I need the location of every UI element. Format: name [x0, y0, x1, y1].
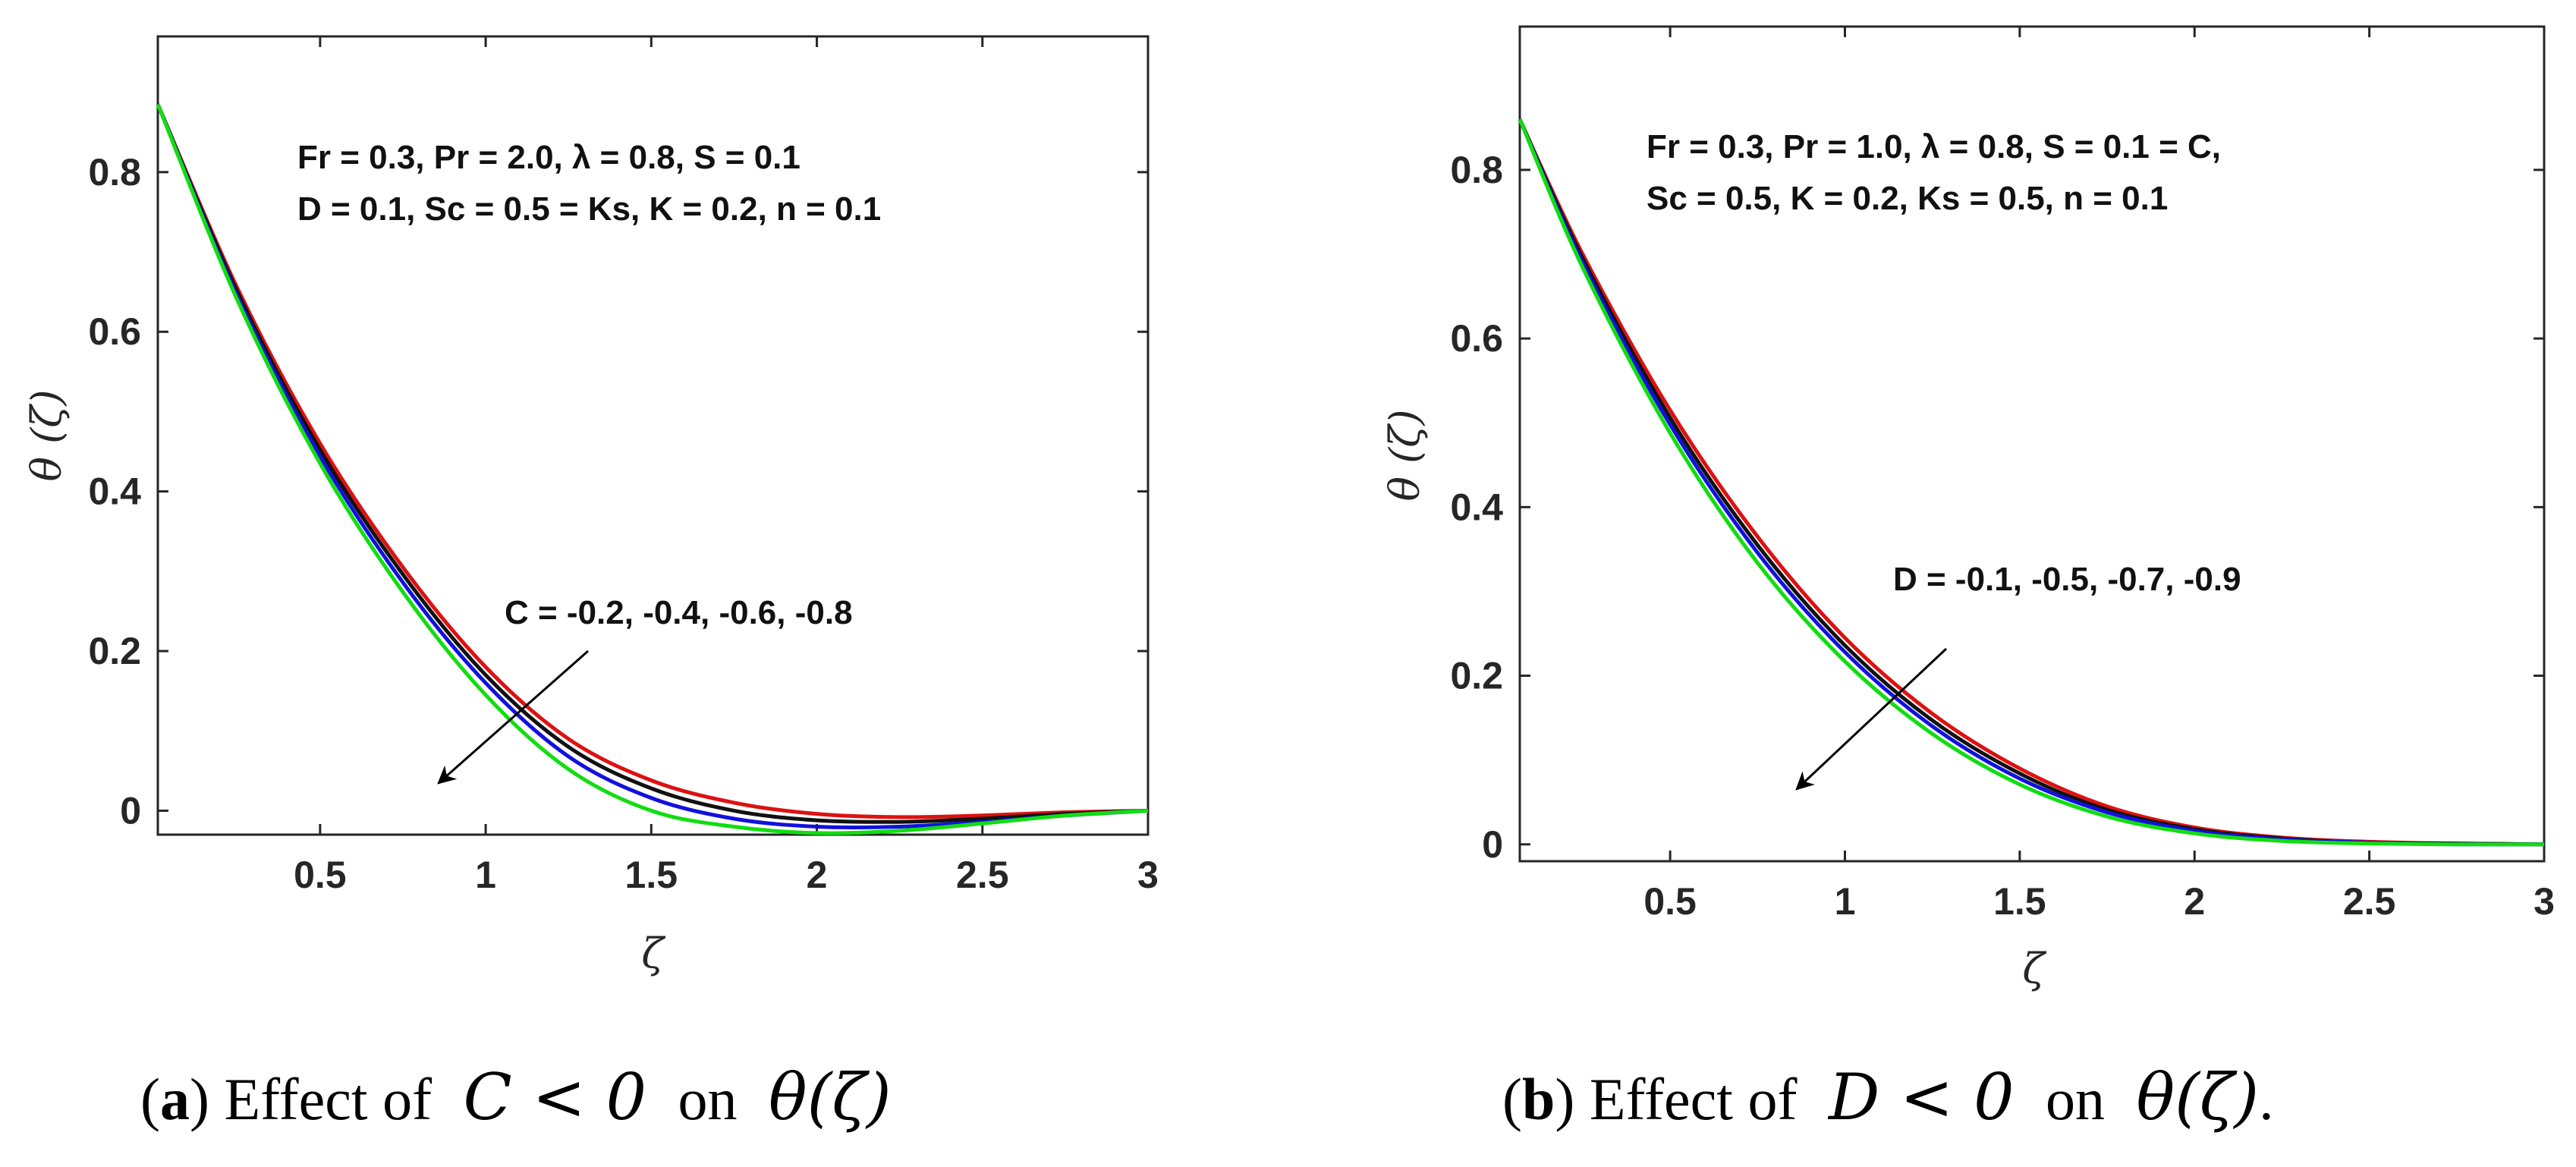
x-tick-label: 3	[2534, 880, 2555, 923]
y-axis-label-b: θ (ζ)	[1381, 409, 1429, 501]
params-text-b-line2: Sc = 0.5, K = 0.2, Ks = 0.5, n = 0.1	[1647, 180, 2168, 217]
x-axis-label-b: ζ	[2022, 945, 2046, 992]
x-axis-label-a: ζ	[641, 930, 665, 977]
y-tick-label: 0.8	[88, 151, 141, 193]
params-text-b-line1: Fr = 0.3, Pr = 1.0, λ = 0.8, S = 0.1 = C…	[1647, 128, 2221, 165]
params-text-a-line1: Fr = 0.3, Pr = 2.0, λ = 0.8, S = 0.1	[297, 139, 800, 176]
series-line-a-2	[156, 103, 1149, 824]
x-tick-label: 2	[807, 854, 828, 896]
x-tick-label: 2.5	[956, 854, 1009, 896]
x-tick-label: 1.5	[625, 854, 678, 896]
x-tick-label: 0.5	[294, 854, 347, 896]
y-tick-label: 0.4	[88, 470, 141, 513]
ticks-a: 0.5 1 1.5 2 2.5 3 0 0.2 0.4 0.6 0.8	[88, 36, 1159, 896]
x-tick-label: 1.5	[1993, 880, 2046, 923]
series-line-a-4	[156, 103, 1149, 835]
y-tick-label: 0.4	[1450, 486, 1503, 528]
y-tick-label: 0.2	[88, 630, 141, 672]
panel-a: 0.5 1 1.5 2 2.5 3 0 0.2 0.4 0.6 0.8 Fr = 0.3, Pr =…	[23, 35, 1159, 1134]
x-tick-label: 2	[2184, 880, 2205, 923]
series-line-b-4	[1518, 118, 2545, 847]
y-tick-label: 0.8	[1450, 149, 1503, 191]
x-tick-label: 2.5	[2343, 880, 2396, 923]
x-tick-label: 0.5	[1643, 880, 1697, 923]
trend-arrow-b	[1795, 647, 1948, 791]
x-tick-label: 1	[1835, 880, 1856, 923]
y-tick-label: 0	[120, 789, 141, 832]
ticks-b: 0.5 1 1.5 2 2.5 3 0 0.2 0.4 0.6 0.8	[1450, 27, 2555, 923]
panel-b: 0.5 1 1.5 2 2.5 3 0 0.2 0.4 0.6 0.8 Fr = 0.3, Pr =…	[1381, 25, 2555, 1134]
caption-b: (b) Effect of D < 0 on θ(ζ).	[1502, 1060, 2274, 1134]
plot-frame-a	[156, 35, 1150, 836]
caption-a: (a) Effect of C < 0 on θ(ζ)	[140, 1060, 892, 1134]
y-tick-label: 0.6	[88, 310, 141, 353]
y-tick-label: 0.6	[1450, 317, 1503, 360]
arrow-label-a: C = -0.2, -0.4, -0.6, -0.8	[505, 594, 853, 631]
x-tick-label: 3	[1137, 854, 1159, 896]
y-axis-label-a: θ (ζ)	[23, 389, 71, 481]
series-lines-b	[1518, 118, 2545, 847]
x-tick-label: 1	[475, 854, 496, 896]
y-tick-label: 0	[1482, 823, 1503, 866]
trend-arrow-a	[437, 650, 589, 785]
series-lines-a	[156, 103, 1149, 835]
arrow-label-b: D = -0.1, -0.5, -0.7, -0.9	[1893, 561, 2241, 598]
y-tick-label: 0.2	[1450, 655, 1503, 697]
series-line-a-1	[156, 103, 1149, 819]
params-text-a-line2: D = 0.1, Sc = 0.5 = Ks, K = 0.2, n = 0.1	[297, 190, 881, 228]
series-line-a-3	[156, 103, 1149, 830]
